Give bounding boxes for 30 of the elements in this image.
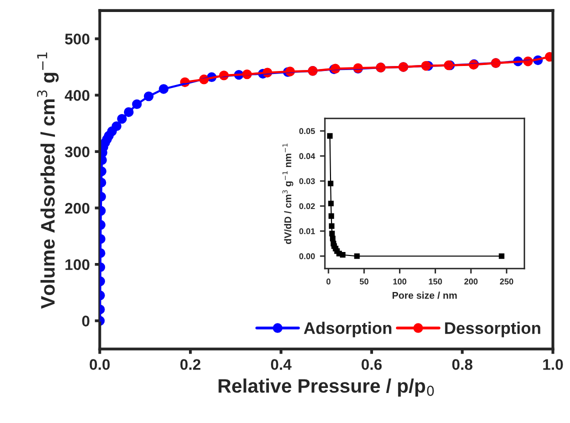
y-tick-label: 500 <box>65 34 90 44</box>
y-tick-label: 0.04 <box>299 153 316 160</box>
y-tick-label: 0.03 <box>299 178 315 184</box>
y-tick-label: 300 <box>64 146 90 158</box>
legend-label: Adsorption <box>304 322 392 338</box>
x-tick-label: 100 <box>393 278 406 284</box>
y-axis-title: Volume Adsorbed / cm$^{3}$ g$^{−1}$ <box>37 52 59 309</box>
legend-label: Dessorption <box>445 322 540 338</box>
y-tick-label: 0.05 <box>299 128 315 134</box>
x-tick-label: 0.6 <box>362 359 382 370</box>
x-axis-title: Pore size / nm <box>392 292 457 299</box>
x-tick-label: 150 <box>428 278 442 284</box>
y-tick-label: 0.00 <box>299 253 315 260</box>
x-tick-label: 200 <box>464 278 478 284</box>
x-tick-label: 0.2 <box>180 359 200 370</box>
x-tick-label: 1.0 <box>543 359 563 370</box>
y-axis-title: dV/dD / cm$^{3}$ g$^{−1}$ nm$^{−1}$ <box>282 144 294 244</box>
y-tick-label: 100 <box>66 259 90 270</box>
y-tick-label: 0 <box>82 316 90 326</box>
x-tick-label: 0.8 <box>452 359 472 370</box>
y-tick-label: 200 <box>65 202 90 214</box>
x-tick-label: 0 <box>326 278 330 284</box>
x-axis-title: Relative Pressure / p/p$_{0}$ <box>218 378 434 397</box>
x-tick-label: 50 <box>360 278 368 284</box>
y-tick-label: 400 <box>64 90 90 101</box>
x-tick-label: 0.0 <box>90 359 110 370</box>
x-tick-label: 250 <box>500 278 514 284</box>
y-tick-label: 0.01 <box>299 228 315 234</box>
y-tick-label: 0.02 <box>299 203 315 210</box>
x-tick-label: 0.4 <box>270 359 292 370</box>
